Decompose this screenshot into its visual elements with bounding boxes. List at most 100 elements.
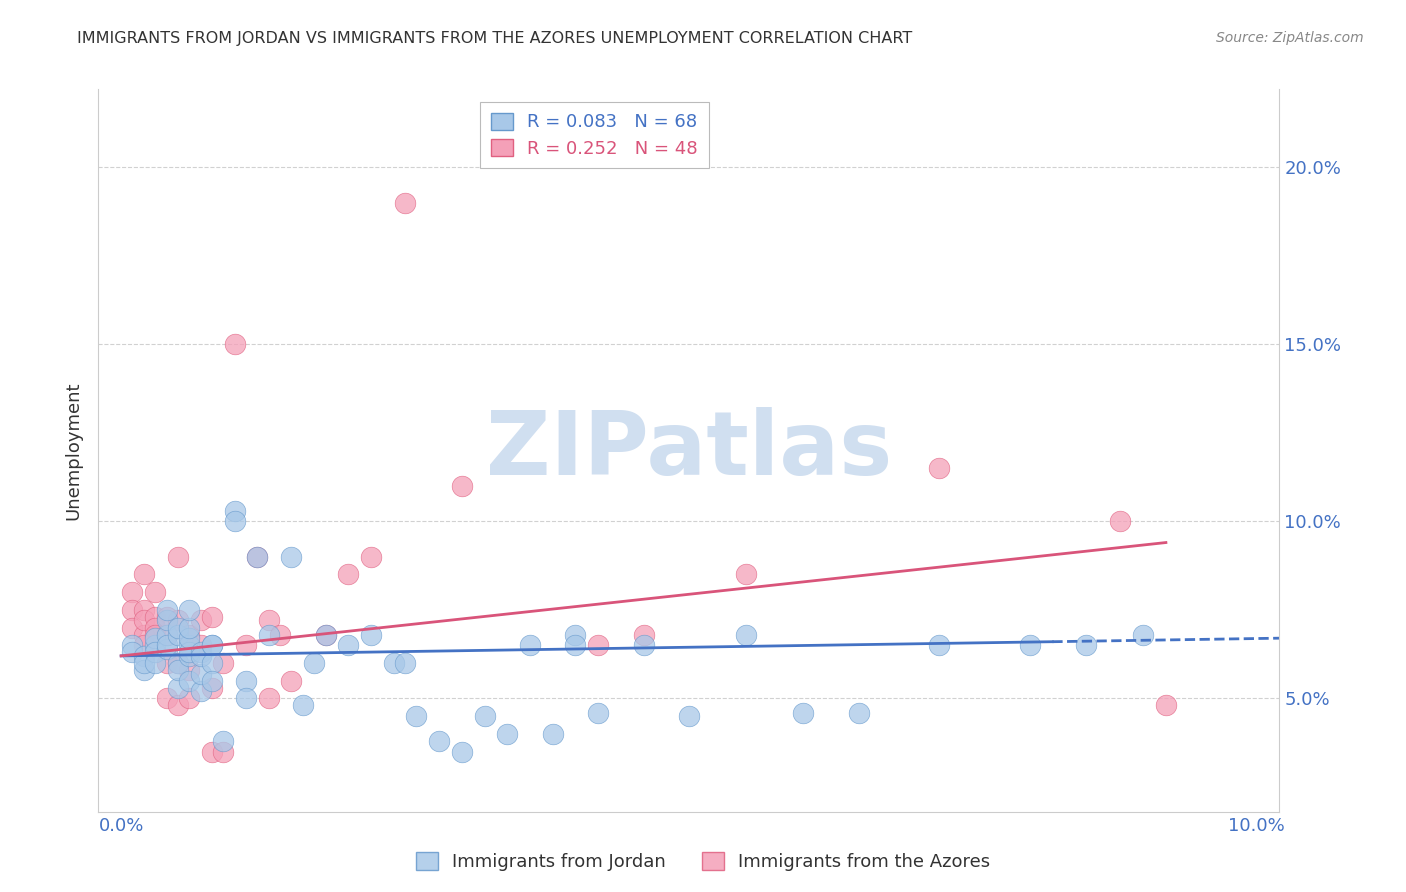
Point (121, 603, 143, 617)
Point (564, 638, 586, 652)
Point (541, 727, 564, 741)
Point (132, 663, 155, 677)
Point (235, 691, 257, 706)
Point (190, 645, 212, 659)
Point (1109, 514, 1132, 528)
Point (246, 549, 269, 564)
Point (280, 549, 302, 564)
Point (1132, 627, 1154, 641)
Point (167, 656, 190, 670)
Point (496, 727, 519, 741)
Point (734, 567, 756, 582)
Point (143, 656, 166, 670)
Point (179, 673, 201, 688)
Point (167, 621, 190, 635)
Point (167, 681, 190, 695)
Point (257, 614, 280, 628)
Point (212, 656, 235, 670)
Point (190, 666, 212, 681)
Point (928, 638, 950, 652)
Point (633, 638, 655, 652)
Point (132, 656, 155, 670)
Point (143, 610, 166, 624)
Point (360, 627, 382, 641)
Point (143, 585, 166, 599)
Point (132, 603, 155, 617)
Point (1076, 638, 1098, 652)
Point (143, 638, 166, 652)
Point (155, 656, 177, 670)
Point (519, 638, 541, 652)
Point (167, 663, 190, 677)
Point (224, 337, 246, 351)
Point (190, 638, 212, 652)
Point (586, 706, 609, 720)
Point (167, 656, 190, 670)
Point (633, 627, 655, 641)
Point (167, 698, 190, 713)
Point (121, 585, 143, 599)
Point (132, 627, 155, 641)
Point (143, 627, 166, 641)
Point (179, 603, 201, 617)
Point (235, 638, 257, 652)
Point (246, 549, 269, 564)
Point (792, 706, 814, 720)
Point (315, 627, 337, 641)
Point (132, 567, 155, 582)
Point (201, 638, 224, 652)
Point (337, 638, 360, 652)
Y-axis label: Unemployment: Unemployment (65, 381, 83, 520)
Point (224, 503, 246, 517)
Point (212, 744, 235, 758)
Point (394, 656, 416, 670)
Text: Source: ZipAtlas.com: Source: ZipAtlas.com (1216, 31, 1364, 45)
Point (155, 638, 177, 652)
Point (280, 673, 302, 688)
Point (190, 684, 212, 698)
Point (257, 691, 280, 706)
Point (302, 656, 325, 670)
Point (155, 691, 177, 706)
Point (1154, 698, 1177, 713)
Point (167, 627, 190, 641)
Point (734, 627, 756, 641)
Point (360, 549, 382, 564)
Point (155, 627, 177, 641)
Point (132, 614, 155, 628)
Point (201, 610, 224, 624)
Point (121, 638, 143, 652)
Point (190, 614, 212, 628)
Point (394, 195, 416, 210)
Point (224, 514, 246, 528)
Point (201, 681, 224, 695)
Point (201, 744, 224, 758)
Point (235, 673, 257, 688)
Legend: R = 0.083   N = 68, R = 0.252   N = 48: R = 0.083 N = 68, R = 0.252 N = 48 (481, 102, 709, 169)
Point (155, 614, 177, 628)
Point (201, 638, 224, 652)
Point (315, 627, 337, 641)
Point (427, 734, 450, 748)
Point (450, 479, 472, 493)
Point (143, 645, 166, 659)
Point (179, 621, 201, 635)
Point (179, 627, 201, 641)
Point (678, 709, 700, 723)
Point (1018, 638, 1040, 652)
Text: IMMIGRANTS FROM JORDAN VS IMMIGRANTS FROM THE AZORES UNEMPLOYMENT CORRELATION CH: IMMIGRANTS FROM JORDAN VS IMMIGRANTS FRO… (77, 31, 912, 46)
Point (212, 734, 235, 748)
Point (257, 627, 280, 641)
Point (121, 645, 143, 659)
Point (291, 698, 314, 713)
Point (179, 631, 201, 645)
Point (167, 549, 190, 564)
Point (179, 648, 201, 663)
Point (167, 614, 190, 628)
Point (143, 621, 166, 635)
Point (179, 691, 201, 706)
Point (143, 631, 166, 645)
Point (201, 673, 224, 688)
Point (155, 610, 177, 624)
Point (405, 709, 427, 723)
